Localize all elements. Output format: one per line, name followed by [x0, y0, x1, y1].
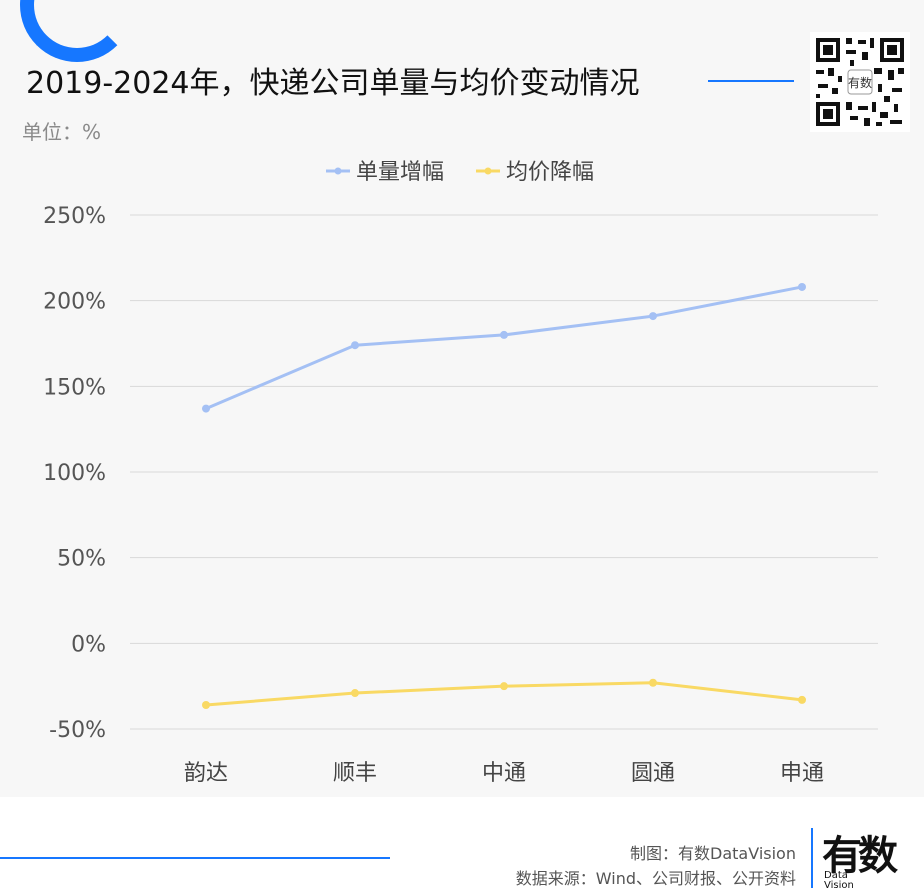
- legend-label: 均价降幅: [506, 160, 594, 185]
- qr-code-icon: 有数: [810, 32, 910, 132]
- chart-title: 2019-2024年，快递公司单量与均价变动情况: [26, 66, 640, 101]
- data-point: [649, 312, 657, 321]
- data-point: [500, 682, 508, 691]
- y-tick-label: 200%: [43, 290, 106, 315]
- data-point: [202, 701, 210, 710]
- legend-marker: [334, 167, 342, 175]
- data-point: [351, 341, 359, 350]
- y-tick-label: 250%: [43, 204, 106, 229]
- data-point: [500, 330, 508, 339]
- x-tick-label: 中通: [482, 761, 526, 786]
- logo-subtext: Data Vision: [824, 871, 854, 891]
- y-tick-label: 150%: [43, 375, 106, 400]
- logo-sub-data: Data: [824, 870, 848, 881]
- svg-text:有数: 有数: [848, 75, 872, 90]
- logo-sub-vision: Vision: [824, 880, 854, 891]
- brand-logo: 有数 Data Vision: [820, 823, 912, 893]
- footer-underline-decoration: [0, 857, 390, 859]
- credit-maker: 制图：有数DataVision: [630, 844, 796, 863]
- unit-label: 单位：%: [22, 120, 102, 144]
- data-point: [649, 678, 657, 687]
- footer: [0, 797, 924, 895]
- x-tick-label: 顺丰: [333, 761, 377, 786]
- corner-arc-decoration: [20, 0, 134, 62]
- y-tick-label: -50%: [49, 718, 106, 743]
- y-tick-label: 50%: [57, 547, 106, 572]
- x-tick-label: 申通: [780, 761, 824, 786]
- series-line: [205, 285, 803, 410]
- y-tick-label: 0%: [71, 632, 106, 657]
- credit-source: 数据来源：Wind、公司财报、公开资料: [515, 869, 796, 888]
- legend-marker: [484, 167, 492, 175]
- x-tick-label: 圆通: [631, 761, 675, 786]
- x-tick-label: 韵达: [184, 761, 228, 786]
- title-underline-decoration: [708, 80, 794, 82]
- data-point: [798, 695, 806, 704]
- data-point: [351, 689, 359, 698]
- y-tick-label: 100%: [43, 461, 106, 486]
- line-chart: 250% 200% 150% 100% 50% 0% -50% 韵达 顺丰 中通 圆通 申通 单量增幅 均…: [43, 160, 878, 786]
- logo-text: 有数: [822, 833, 898, 879]
- data-point: [798, 282, 806, 291]
- legend-label: 单量增幅: [356, 160, 444, 185]
- logo-divider: [811, 828, 813, 888]
- data-point: [202, 404, 210, 413]
